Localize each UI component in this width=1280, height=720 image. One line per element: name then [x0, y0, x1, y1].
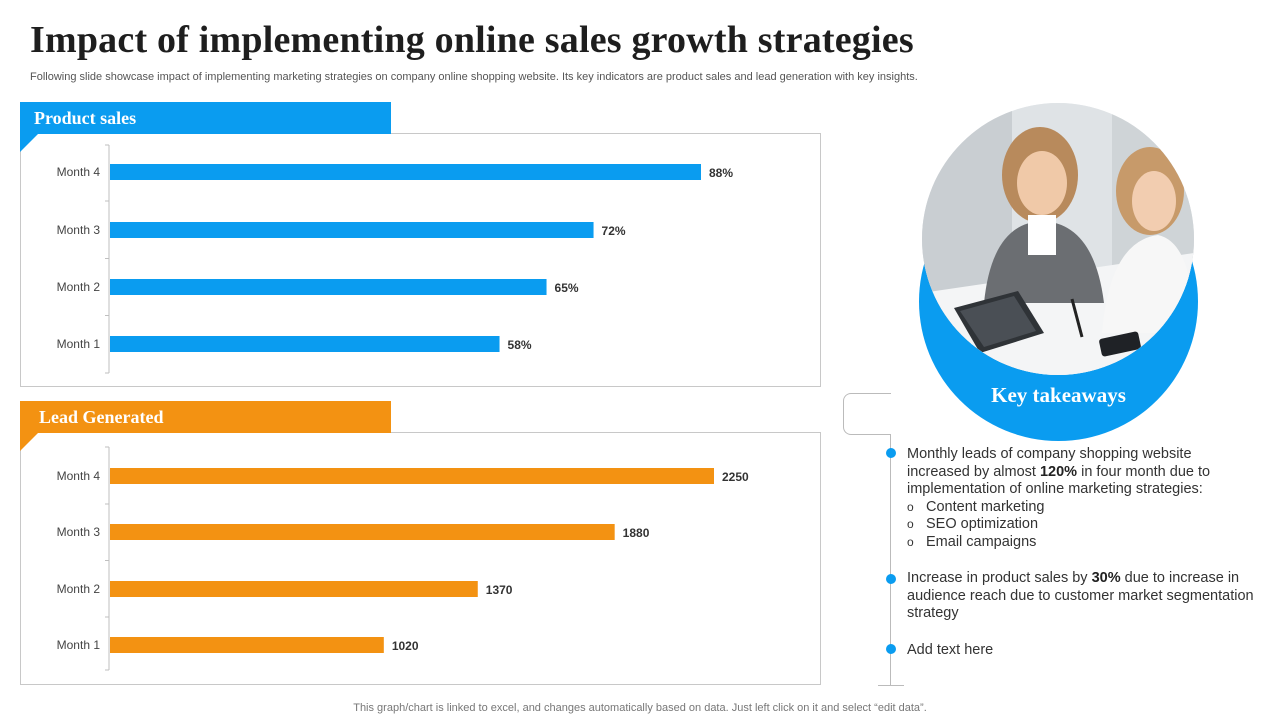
timeline-end [878, 685, 904, 686]
key-takeaways-title: Key takeaways [991, 383, 1126, 407]
footer-note: This graph/chart is linked to excel, and… [353, 702, 927, 714]
takeaway-item-1: Monthly leads of company shopping websit… [907, 446, 1257, 552]
bullet-dot [886, 448, 896, 458]
tab-fold-decoration [20, 134, 38, 152]
connector-line [843, 393, 891, 435]
product-sales-panel [20, 133, 821, 387]
product-sales-tab: Product sales [20, 102, 391, 134]
sub-bullet-item: o Email campaigns [907, 534, 1257, 552]
takeaway-text: Monthly leads of company shopping websit… [907, 446, 1192, 480]
slide-title: Impact of implementing online sales grow… [30, 19, 914, 61]
takeaway-text: in four month due to implementation of o… [907, 463, 1211, 498]
takeaway-item-3: Add text here [907, 642, 1257, 660]
takeaway-item-2: Increase in product sales by 30% due to … [907, 570, 1257, 623]
sub-bullet-label: Email campaigns [926, 533, 1037, 550]
business-meeting-photo [922, 103, 1194, 375]
sub-bullet-label: Content marketing [926, 498, 1045, 515]
bullet-dot [886, 574, 896, 584]
circle-bullet-icon: o [907, 534, 914, 549]
lead-generated-tab: Lead Generated [20, 401, 391, 433]
sub-bullet-item: o Content marketing [907, 499, 1257, 517]
circle-bullet-icon: o [907, 499, 914, 514]
bullet-dot [886, 644, 896, 654]
timeline-line [890, 434, 891, 685]
slide-subtitle: Following slide showcase impact of imple… [30, 71, 918, 83]
sub-bullet-item: o SEO optimization [907, 516, 1257, 534]
tab-fold-decoration [20, 433, 38, 451]
takeaway-highlight: 120% [1039, 463, 1078, 480]
takeaway-highlight: 30% [1091, 570, 1121, 586]
takeaway-text: Add text here [907, 642, 994, 658]
lead-generated-panel [20, 432, 821, 685]
takeaway-text: due to increase in audience reach due to… [907, 570, 1254, 622]
takeaway-text: Increase in product sales by [907, 570, 1092, 586]
circle-bullet-icon: o [907, 517, 914, 532]
sub-bullet-label: SEO optimization [926, 516, 1039, 533]
